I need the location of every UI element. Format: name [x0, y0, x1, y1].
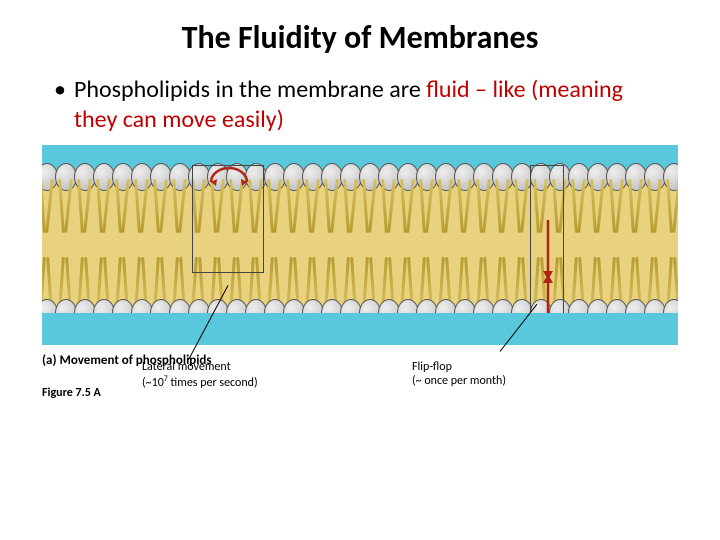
- flipflop-label-line2: (~ once per month): [412, 375, 506, 389]
- lipid-tails-top: [42, 179, 678, 233]
- bullet-leadin: Phospholipids in the membrane are: [74, 75, 426, 104]
- membrane-diagram: Lateral movement (~107 times per second)…: [42, 145, 678, 345]
- lateral-label-line2: (~107 times per second): [142, 375, 258, 391]
- slide-title: The Fluidity of Membranes: [0, 0, 720, 57]
- flipflop-label: Flip-flop (~ once per month): [412, 361, 506, 389]
- lateral-label: Lateral movement (~107 times per second): [142, 361, 258, 391]
- lateral-arrow-icon: [193, 162, 265, 192]
- water-band-bottom: [42, 313, 678, 345]
- lateral-l2-a: (~10: [142, 376, 164, 390]
- flipflop-label-line1: Flip-flop: [412, 361, 506, 375]
- lateral-label-line1: Lateral movement: [142, 361, 258, 375]
- lateral-l2-b: times per second): [168, 376, 258, 390]
- bullet-text: Phospholipids in the membrane are fluid …: [0, 57, 720, 135]
- lateral-movement-box: [192, 165, 264, 273]
- bilayer-core: [42, 177, 678, 313]
